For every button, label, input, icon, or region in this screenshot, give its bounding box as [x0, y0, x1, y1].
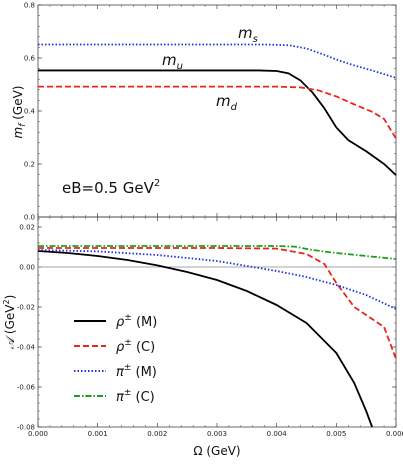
- top-y-axis-title-sub: f: [18, 122, 28, 127]
- bottom-ytick-label: -0.02: [17, 304, 35, 312]
- legend-label-pi-m-main: π: [116, 365, 124, 380]
- series-line-m: [37, 249, 397, 310]
- legend-label-pi-m: π± (M): [116, 363, 157, 380]
- curve-label-md-sub: d: [231, 102, 238, 113]
- xtick-label: 0.002: [147, 430, 167, 438]
- xtick-label: 0.004: [267, 430, 288, 438]
- legend-item-rho-m: ρ± (M): [74, 313, 157, 330]
- legend-label-rho-c: ρ± (C): [116, 338, 155, 355]
- curve-label-mu: mu: [162, 51, 183, 72]
- bottom-axis: -0.08 -0.06 -0.04 -0.02 0.00 0.02 0.000 0.001 0.…: [17, 217, 403, 438]
- legend-label-pi-c-sup: ±: [124, 388, 132, 398]
- legend-label-rho-c-main: ρ: [116, 340, 125, 355]
- legend-label-rho-m-sup: ±: [124, 313, 132, 323]
- legend: ρ± (M) ρ± (C) π± (M) π± (C): [74, 313, 157, 405]
- top-y-axis-title-main: m: [11, 127, 25, 139]
- curve-label-mu-sub: u: [177, 61, 183, 72]
- bottom-ytick-label: -0.04: [17, 344, 36, 352]
- top-y-axis-title-unit: (GeV): [11, 86, 25, 124]
- legend-item-rho-c: ρ± (C): [74, 338, 155, 355]
- bottom-ytick-label: 0.02: [19, 224, 35, 232]
- legend-label-pi-c-rest: (C): [131, 390, 154, 405]
- xtick-label: 0.006: [386, 430, 403, 438]
- bottom-y-axis-title-main: 𝒜: [3, 334, 17, 349]
- curve-label-mu-main: m: [162, 51, 177, 69]
- legend-label-rho-m: ρ± (M): [116, 313, 157, 330]
- bottom-ytick-label: -0.06: [17, 384, 36, 392]
- eb-annotation: eB=0.5 GeV2: [62, 178, 160, 197]
- top-ytick-label: 0.0: [24, 214, 35, 222]
- mass-panel: 0.00.20.40.60.8 ms mu md eB=0.5 GeV2 mf …: [11, 2, 397, 222]
- curve-label-md-main: m: [216, 92, 231, 110]
- legend-item-pi-m: π± (M): [74, 363, 157, 380]
- legend-label-rho-m-rest: (M): [132, 315, 158, 330]
- legend-label-rho-m-main: ρ: [116, 315, 125, 330]
- curve-label-ms: ms: [238, 24, 258, 45]
- bottom-ytick-label: -0.08: [17, 424, 35, 432]
- legend-label-rho-c-rest: (C): [132, 340, 155, 355]
- curve-label-ms-sub: s: [253, 34, 258, 45]
- series-line-m-d: [38, 85, 397, 140]
- series-line-m-s: [38, 43, 397, 79]
- bottom-ytick-label: 0.00: [19, 264, 35, 272]
- eb-annotation-sup: 2: [154, 178, 160, 189]
- legend-label-rho-c-sup: ±: [124, 338, 132, 348]
- xtick-label: 0.003: [207, 430, 227, 438]
- bottom-y-axis-title: 𝒜 (GeV2): [2, 295, 17, 350]
- legend-label-pi-m-rest: (M): [131, 365, 157, 380]
- legend-label-pi-m-sup: ±: [124, 363, 132, 373]
- eb-annotation-text: eB=0.5 GeV: [62, 179, 155, 197]
- bottom-y-axis-title-unit: (GeV: [3, 304, 17, 338]
- x-axis-title: Ω (GeV): [193, 444, 240, 458]
- legend-label-pi-c: π± (C): [116, 388, 155, 405]
- curve-label-md: md: [216, 92, 238, 113]
- bottom-curves: [37, 245, 397, 428]
- series-line-m: [37, 250, 373, 428]
- top-curves: [38, 43, 397, 176]
- series-line-m-u: [38, 69, 397, 176]
- top-ytick-label: 0.8: [24, 2, 35, 10]
- legend-item-pi-c: π± (C): [74, 388, 155, 405]
- asymmetry-panel: -0.08-0.06-0.04-0.020.000.020.000 0.001 0.…: [2, 216, 403, 458]
- top-y-axis-title: mf (GeV): [11, 86, 28, 139]
- xtick-label: 0.005: [326, 430, 346, 438]
- curve-label-ms-main: m: [238, 24, 253, 42]
- bottom-y-axis-title-close: ): [3, 295, 17, 300]
- top-ytick-label: 0.2: [24, 161, 35, 169]
- top-ytick-label: 0.6: [24, 55, 36, 63]
- series-line-c: [38, 247, 397, 360]
- series-line-c: [38, 245, 397, 260]
- xtick-label: 0.000: [28, 430, 48, 438]
- top-ytick-label: 0.4: [24, 108, 36, 116]
- legend-label-pi-c-main: π: [116, 390, 124, 405]
- xtick-label: 0.001: [88, 430, 108, 438]
- bottom-y-axis-title-sup: 2: [2, 299, 11, 304]
